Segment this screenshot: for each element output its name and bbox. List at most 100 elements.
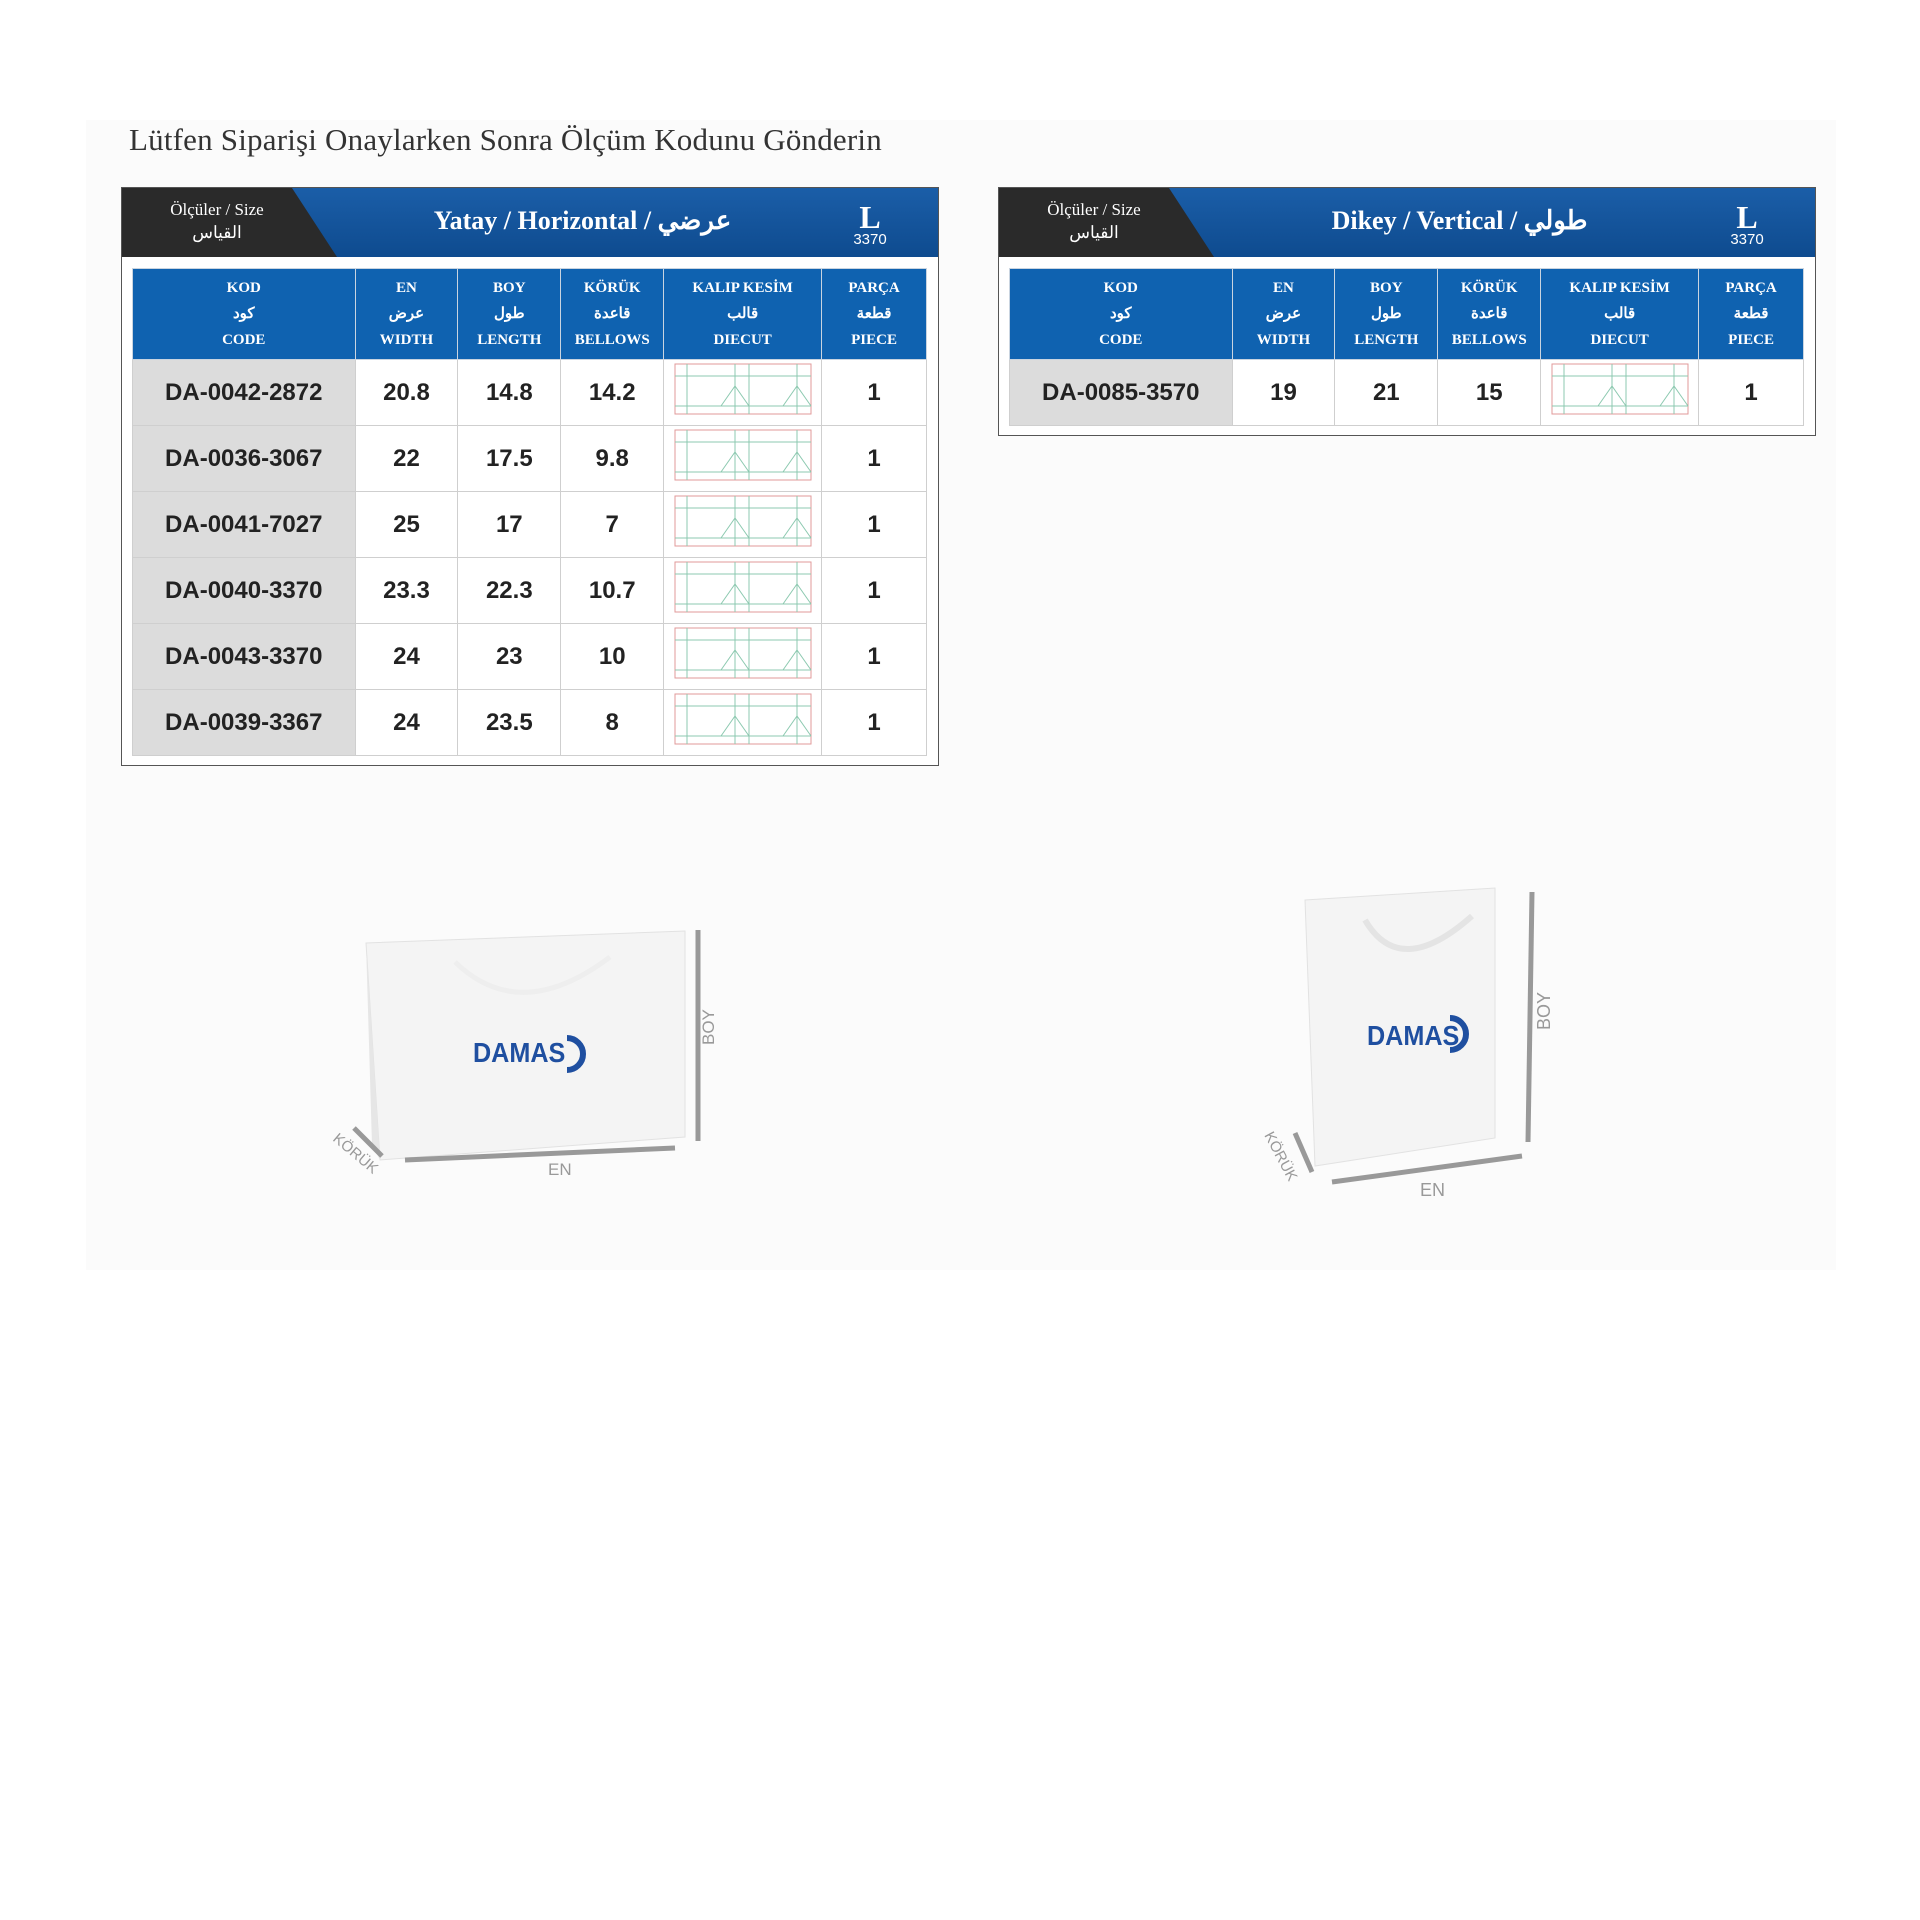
diecut-cell	[663, 689, 823, 756]
code-cell: DA-0085-3570	[1009, 359, 1233, 426]
table-row: DA-0043-3370 24 23 10 1	[132, 623, 927, 690]
diecut-icon	[674, 495, 812, 547]
width-cell: 19	[1231, 359, 1336, 426]
boy-dimension-line	[1525, 891, 1535, 1143]
table-header-band: Ölçüler / Size القياس Yatay / Horizontal …	[122, 188, 938, 257]
diecut-cell	[663, 491, 823, 558]
bellows-cell: 7	[560, 491, 665, 558]
column-header: KÖRÜK قاعدة BELLOWS	[1437, 268, 1542, 360]
length-cell: 23	[457, 623, 562, 690]
bag-handle	[453, 955, 612, 995]
diecut-cell	[663, 425, 823, 492]
code-cell: DA-0041-7027	[132, 491, 356, 558]
size-badge: L 3370	[853, 199, 887, 248]
piece-cell: 1	[821, 491, 927, 558]
column-header: KALIP KESİM قالب DIECUT	[663, 268, 823, 360]
orientation-title: Yatay / Horizontal / عرضي	[433, 206, 732, 235]
code-cell: DA-0040-3370	[132, 557, 356, 624]
diecut-icon	[674, 363, 812, 415]
column-header: EN عرض WIDTH	[354, 268, 459, 360]
bellows-cell: 15	[1437, 359, 1542, 426]
table-row: DA-0040-3370 23.3 22.3 10.7 1	[132, 557, 927, 624]
piece-cell: 1	[821, 425, 927, 492]
column-header: BOY طول LENGTH	[1334, 268, 1439, 360]
diecut-icon	[674, 627, 812, 679]
length-cell: 23.5	[457, 689, 562, 756]
table-row: DA-0039-3367 24 23.5 8 1	[132, 689, 927, 756]
diecut-cell	[663, 557, 823, 624]
damas-logo: DAMAS	[473, 1037, 565, 1069]
code-cell: DA-0043-3370	[132, 623, 356, 690]
width-cell: 24	[354, 689, 459, 756]
diecut-cell	[1540, 359, 1700, 426]
bellows-cell: 10	[560, 623, 665, 690]
column-header: KÖRÜK قاعدة BELLOWS	[560, 268, 665, 360]
width-cell: 22	[354, 425, 459, 492]
column-headers: KOD كود CODE EN عرض WIDTH BOY طول LENGTH KÖRÜK قاع…	[1009, 268, 1804, 360]
diecut-cell	[663, 623, 823, 690]
code-cell: DA-0039-3367	[132, 689, 356, 756]
width-cell: 24	[354, 623, 459, 690]
length-cell: 17	[457, 491, 562, 558]
column-header: PARÇA قطعة PIECE	[821, 268, 927, 360]
orientation-title: Dikey / Vertical / طولي	[1331, 206, 1588, 235]
boy-label: BOY	[1534, 992, 1554, 1030]
column-headers: KOD كود CODE EN عرض WIDTH BOY طول LENGTH KÖRÜK قاع…	[132, 268, 927, 360]
column-header: PARÇA قطعة PIECE	[1698, 268, 1804, 360]
length-cell: 14.8	[457, 359, 562, 426]
length-cell: 17.5	[457, 425, 562, 492]
piece-cell: 1	[821, 359, 927, 426]
size-label: Ölçüler / Size القياس	[1047, 200, 1141, 242]
korük-dimension-line	[352, 1126, 384, 1158]
width-cell: 20.8	[354, 359, 459, 426]
en-label: EN	[1420, 1180, 1445, 1200]
piece-cell: 1	[821, 623, 927, 690]
bellows-cell: 8	[560, 689, 665, 756]
length-cell: 21	[1334, 359, 1439, 426]
table-header-band: Ölçüler / Size القياس Dikey / Vertical / …	[999, 188, 1815, 257]
size-table: KOD كود CODE EN عرض WIDTH BOY طول LENGTH KÖRÜK قاع…	[132, 268, 927, 756]
width-cell: 23.3	[354, 557, 459, 624]
piece-cell: 1	[1698, 359, 1804, 426]
damas-logo: DAMAS	[1367, 1020, 1459, 1052]
diecut-icon	[674, 429, 812, 481]
table-row: DA-0042-2872 20.8 14.8 14.2 1	[132, 359, 927, 426]
column-header: KOD كود CODE	[132, 268, 356, 360]
en-dimension-line	[404, 1145, 676, 1163]
column-header: BOY طول LENGTH	[457, 268, 562, 360]
size-badge: L 3370	[1730, 199, 1764, 248]
length-cell: 22.3	[457, 557, 562, 624]
en-dimension-line	[1331, 1153, 1523, 1185]
horizontal-bag-image: DAMAS BOY EN KÖRÜK	[329, 930, 718, 1179]
diecut-icon	[1551, 363, 1689, 415]
en-label: EN	[548, 1160, 572, 1179]
table-row: DA-0085-3570 19 21 15 1	[1009, 359, 1804, 426]
diecut-cell	[663, 359, 823, 426]
damas-logo-mark	[1449, 1015, 1469, 1053]
bellows-cell: 10.7	[560, 557, 665, 624]
bellows-cell: 14.2	[560, 359, 665, 426]
bag-handle	[1362, 913, 1474, 952]
column-header: KOD كود CODE	[1009, 268, 1233, 360]
diecut-icon	[674, 561, 812, 613]
page-title: Lütfen Siparişi Onaylarken Sonra Ölçüm K…	[129, 122, 882, 157]
piece-cell: 1	[821, 557, 927, 624]
vertical-size-table: Ölçüler / Size القياس Dikey / Vertical / …	[998, 187, 1816, 436]
size-table: KOD كود CODE EN عرض WIDTH BOY طول LENGTH KÖRÜK قاع…	[1009, 268, 1804, 426]
bellows-cell: 9.8	[560, 425, 665, 492]
piece-cell: 1	[821, 689, 927, 756]
width-cell: 25	[354, 491, 459, 558]
column-header: EN عرض WIDTH	[1231, 268, 1336, 360]
korük-dimension-line	[1292, 1132, 1315, 1173]
diecut-icon	[674, 693, 812, 745]
vertical-bag-image: DAMAS BOY EN KÖRÜK	[1260, 887, 1554, 1200]
column-header: KALIP KESİM قالب DIECUT	[1540, 268, 1700, 360]
code-cell: DA-0042-2872	[132, 359, 356, 426]
boy-label: BOY	[699, 1009, 718, 1045]
table-row: DA-0041-7027 25 17 7 1	[132, 491, 927, 558]
table-row: DA-0036-3067 22 17.5 9.8 1	[132, 425, 927, 492]
damas-logo-mark	[566, 1035, 586, 1073]
size-label: Ölçüler / Size القياس	[170, 200, 264, 242]
code-cell: DA-0036-3067	[132, 425, 356, 492]
horizontal-size-table: Ölçüler / Size القياس Yatay / Horizontal …	[121, 187, 939, 766]
